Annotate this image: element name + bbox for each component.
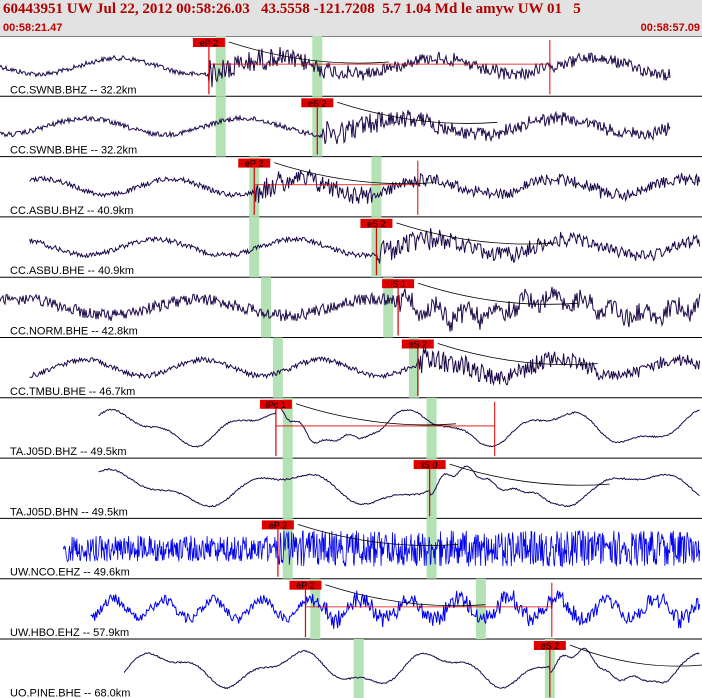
moveout-curve	[325, 584, 486, 607]
moveout-curve	[297, 524, 458, 546]
trace-row: iS 1 CC.NORM.BHE -- 42.8km	[0, 277, 701, 338]
travel-window	[353, 639, 364, 698]
pick-label: eS 2	[367, 219, 386, 229]
waveform	[123, 647, 700, 690]
waveform	[98, 465, 700, 508]
travel-window	[261, 277, 272, 338]
end-time: 00:58:57.09	[640, 22, 700, 34]
travel-window	[426, 397, 437, 459]
seismogram-plot: eP 2 CC.SWNB.BHZ -- 32.2km eS 2 CC.SWNB.BHE…	[0, 36, 702, 698]
pick-label: iPc 1	[266, 400, 286, 410]
pick-flag	[360, 218, 393, 228]
trace-row: eP 2 CC.ASBU.BHZ -- 40.9km	[10, 156, 701, 217]
moveout-curve	[417, 282, 579, 305]
pick-label: eS 2	[308, 98, 327, 108]
trace-label: CC.SWNB.BHZ -- 32.2km	[10, 84, 137, 96]
pick-flag	[533, 641, 566, 650]
trace-label: CC.ASBU.BHE -- 40.9km	[10, 265, 134, 277]
pick-flag	[289, 580, 322, 590]
moveout-curve	[228, 41, 389, 64]
travel-window	[475, 578, 486, 639]
waveform	[0, 47, 671, 88]
moveout-curve	[295, 403, 456, 426]
trace-row: iPc 1 TA.J05D.BHZ -- 49.5km	[10, 397, 700, 459]
trace-row: eP 2 UW.NCO.EHZ -- 49.6km	[10, 518, 701, 579]
trace-row: eP 2 UW.HBO.EHZ -- 57.9km	[10, 578, 701, 639]
pick-flag	[238, 158, 271, 168]
trace-row: iS 0 TA.J05D.BHN -- 49.5km	[10, 458, 700, 519]
waveform	[90, 590, 701, 629]
pick-label: eP 2	[296, 581, 314, 591]
trace-row: eS 2 CC.ASBU.BHE -- 40.9km	[10, 216, 701, 278]
pick-label: eP 2	[200, 38, 218, 48]
pick-flag	[401, 339, 434, 349]
trace-label: UW.HBO.EHZ -- 57.9km	[10, 627, 129, 639]
waveform	[29, 228, 701, 264]
pick-flag	[192, 38, 225, 47]
waveform	[29, 169, 701, 204]
waveform	[0, 286, 701, 332]
trace-label: UO.PINE.BHE -- 68.0km	[10, 687, 130, 698]
waveform	[29, 348, 701, 386]
start-time: 00:58:21.47	[3, 22, 63, 34]
waveform	[62, 529, 701, 568]
moveout-curve	[274, 162, 435, 185]
travel-window	[282, 458, 293, 519]
trace-row: eS 2 CC.TMBU.BHE -- 46.7km	[10, 337, 701, 398]
travel-window	[215, 36, 226, 97]
trace-row: eS 2 CC.SWNB.BHE -- 32.2km	[0, 96, 671, 157]
travel-window	[426, 458, 437, 519]
event-title: 60443951 UW Jul 22, 2012 00:58:26.03 43.…	[3, 1, 581, 17]
moveout-curve	[449, 463, 610, 486]
travel-window	[272, 337, 283, 398]
trace-row: eS 2 UO.PINE.BHE -- 68.0km	[10, 639, 702, 698]
pick-flag	[382, 279, 415, 289]
pick-flag	[261, 520, 294, 530]
trace-label: CC.NORM.BHE -- 42.8km	[10, 326, 138, 338]
moveout-curve	[396, 222, 557, 245]
moveout-curve	[437, 343, 598, 365]
pick-label: eS 2	[541, 641, 560, 651]
trace-label: CC.ASBU.BHZ -- 40.9km	[10, 205, 133, 217]
waveform	[98, 407, 700, 448]
pick-flag	[301, 98, 334, 108]
pick-label: eS 2	[409, 340, 428, 350]
pick-label: iS 1	[390, 279, 406, 289]
trace-label: CC.TMBU.BHE -- 46.7km	[10, 386, 135, 398]
travel-window	[408, 337, 419, 398]
travel-window	[282, 397, 293, 459]
travel-window	[215, 96, 226, 157]
trace-label: UW.NCO.EHZ -- 49.6km	[10, 567, 130, 579]
pick-label: iS 0	[422, 460, 438, 470]
trace-label: TA.J05D.BHZ -- 49.5km	[10, 446, 127, 458]
trace-label: TA.J05D.BHN -- 49.5km	[10, 506, 128, 518]
header-bar: 60443951 UW Jul 22, 2012 00:58:26.03 43.…	[0, 0, 702, 36]
moveout-curve	[569, 644, 702, 667]
pick-label: eP 2	[245, 159, 263, 169]
pick-flag	[413, 460, 446, 470]
travel-window	[383, 277, 394, 338]
travel-window	[371, 156, 382, 217]
trace-row: eP 2 CC.SWNB.BHZ -- 32.2km	[0, 36, 671, 97]
travel-window	[310, 578, 321, 639]
waveform	[0, 110, 671, 145]
pick-flag	[259, 399, 292, 409]
moveout-curve	[337, 101, 498, 124]
pick-label: eP 2	[269, 520, 287, 530]
trace-label: CC.SWNB.BHE -- 32.2km	[10, 145, 137, 157]
